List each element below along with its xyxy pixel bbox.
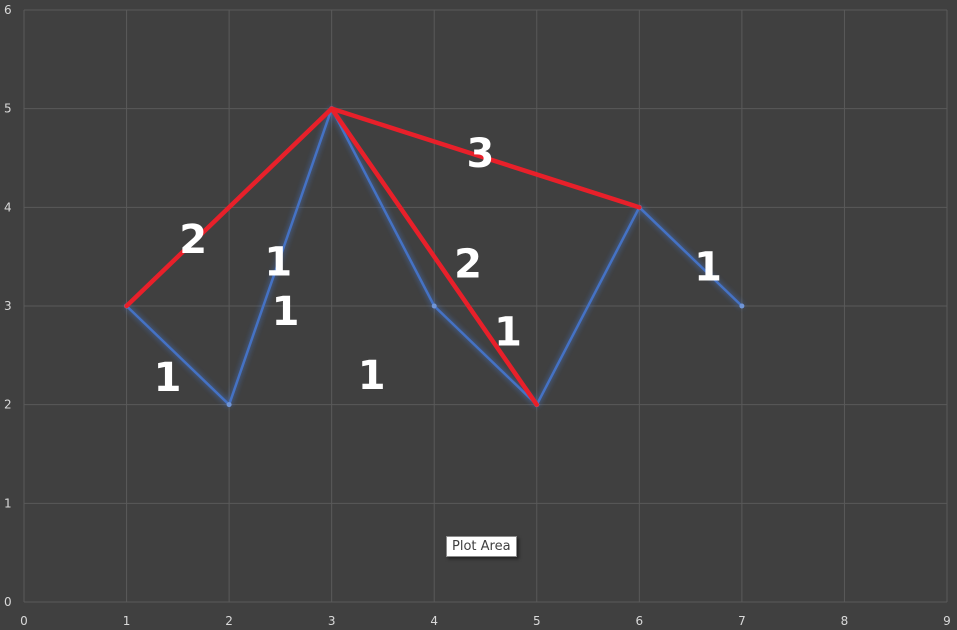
edge-weight-label-4: 1 <box>494 310 522 356</box>
data-point-1-2 <box>534 402 539 407</box>
data-point-0-1 <box>226 402 232 408</box>
x-tick-label-3: 3 <box>328 614 336 628</box>
x-tick-label-5: 5 <box>533 614 541 628</box>
y-tick-label-2: 2 <box>4 398 12 412</box>
series <box>124 106 745 408</box>
series-line-2 <box>329 106 642 210</box>
edge-weight-label-0: 1 <box>154 355 182 401</box>
edge-weight-label-8: 3 <box>466 131 494 177</box>
grid <box>23 9 948 603</box>
y-tick-label-4: 4 <box>4 200 12 214</box>
x-tick-label-4: 4 <box>430 614 438 628</box>
x-tick-label-9: 9 <box>943 614 951 628</box>
edge-weight-label-5: 1 <box>694 245 722 291</box>
edge-weight-label-1: 1 <box>272 289 300 335</box>
x-tick-label-0: 0 <box>20 614 28 628</box>
y-tick-label-3: 3 <box>4 299 12 313</box>
x-tick-label-2: 2 <box>225 614 233 628</box>
x-tick-label-1: 1 <box>123 614 131 628</box>
x-tick-label-8: 8 <box>841 614 849 628</box>
y-tick-label-1: 1 <box>4 496 12 510</box>
y-tick-label-5: 5 <box>4 102 12 116</box>
edge-weight-label-7: 2 <box>454 242 482 288</box>
edge-weight-label-2: 1 <box>264 240 292 286</box>
data-point-2-1 <box>637 205 642 210</box>
y-tick-label-0: 0 <box>4 595 12 609</box>
y-tick-label-6: 6 <box>4 3 12 17</box>
edge-weight-label-3: 1 <box>358 353 386 399</box>
x-tick-label-6: 6 <box>636 614 644 628</box>
edge-weight-label-6: 2 <box>179 217 207 263</box>
data-point-2-0 <box>329 106 334 111</box>
plot-area-tooltip: Plot Area <box>446 536 517 557</box>
x-tick-label-7: 7 <box>738 614 746 628</box>
data-point-1-0 <box>124 304 129 308</box>
data-point-0-6 <box>739 303 745 309</box>
data-point-0-3 <box>431 303 437 309</box>
